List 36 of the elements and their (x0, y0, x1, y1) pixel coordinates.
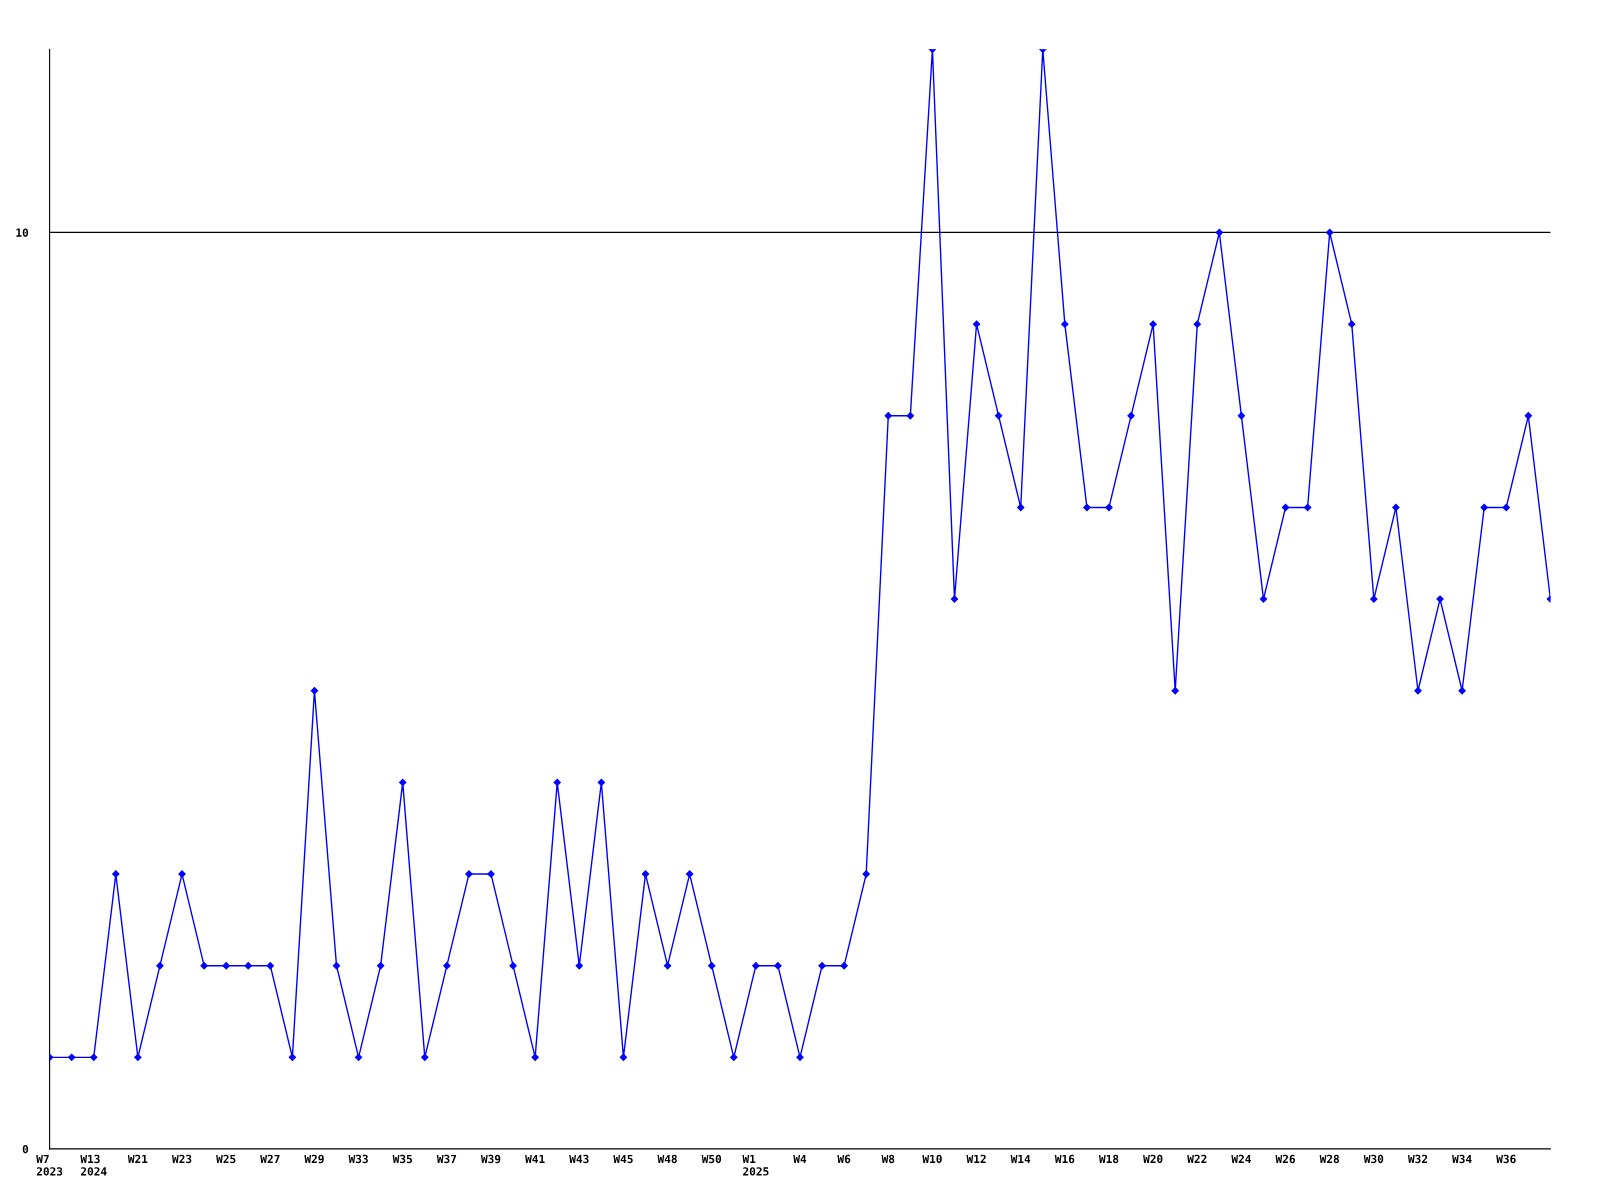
x-tick-label: W13 2024 (80, 1154, 107, 1176)
x-tick-label: W8 (881, 1154, 895, 1164)
x-tick-label: W34 (1452, 1154, 1472, 1164)
x-tick-label: W30 (1363, 1154, 1384, 1164)
x-tick-label: W4 (793, 1154, 807, 1163)
x-tick-label: W22 (1187, 1154, 1207, 1163)
x-tick-label: W45 (613, 1154, 633, 1164)
x-tick-label: W6 (837, 1154, 851, 1164)
x-tick-label: W50 (701, 1154, 722, 1164)
y-tick-label: 0 (22, 1144, 29, 1154)
x-tick-label: W23 (171, 1154, 192, 1164)
x-tick-label: W39 (480, 1154, 501, 1164)
x-tick-label: W41 (525, 1154, 545, 1163)
x-tick-label: W10 (922, 1154, 942, 1164)
x-tick-label: W27 (260, 1154, 280, 1163)
x-tick-label: W32 (1407, 1154, 1428, 1164)
x-tick-label: W20 (1143, 1154, 1163, 1164)
x-tick-label: W48 (657, 1154, 677, 1164)
x-tick-label: W18 (1098, 1154, 1119, 1164)
x-tick-label: W14 (1010, 1154, 1031, 1163)
x-tick-label: W1 2025 (742, 1154, 769, 1176)
x-tick-label: W24 (1231, 1154, 1251, 1163)
y-tick-label: 10 (16, 228, 29, 237)
x-tick-label: W26 (1275, 1154, 1295, 1164)
x-tick-label: W37 (436, 1154, 457, 1164)
x-tick-label: W25 (216, 1154, 236, 1164)
x-tick-label: W16 (1054, 1154, 1075, 1164)
x-tick-label: W35 (392, 1154, 413, 1164)
x-tick-label: W36 (1496, 1154, 1516, 1164)
x-tick-label: W12 (966, 1154, 986, 1163)
x-tick-label: W21 (127, 1154, 148, 1163)
x-tick-label: W29 (304, 1154, 324, 1164)
x-tick-label: W7 2023 (36, 1154, 63, 1176)
x-tick-label: W28 (1319, 1154, 1340, 1164)
x-tick-label: W43 (569, 1154, 589, 1164)
x-tick-label: W33 (348, 1154, 368, 1164)
